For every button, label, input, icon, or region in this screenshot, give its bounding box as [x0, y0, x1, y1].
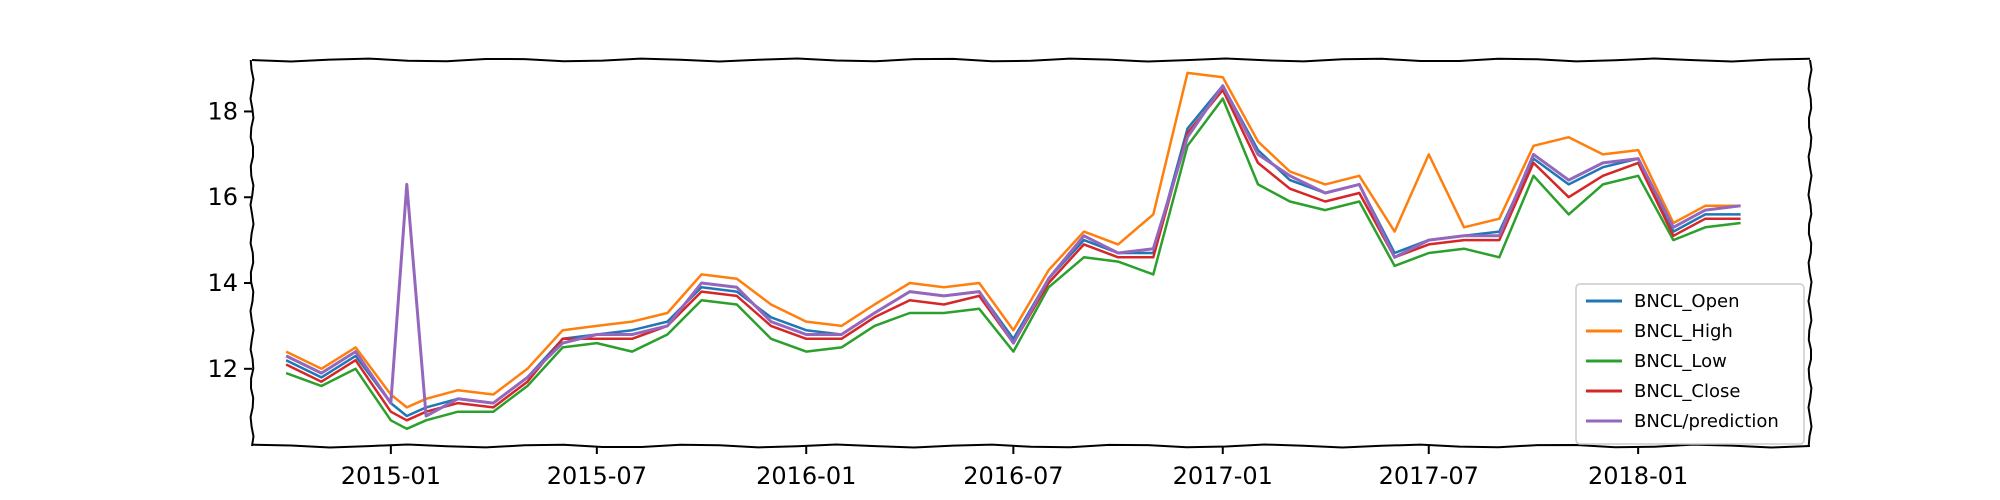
plot-frame [249, 57, 1813, 449]
y-tick-label: 18 [207, 97, 238, 125]
x-tick-label: 2015-01 [341, 462, 441, 490]
x-axis: 2015-01 2015-07 2016-01 2016-07 2017-01 2017-… [341, 446, 1688, 490]
legend-label-bncl-prediction: BNCL/prediction [1634, 411, 1779, 432]
series-line-bncl-open [285, 84, 1741, 418]
x-tick-label: 2017-07 [1379, 462, 1479, 490]
x-tick-label: 2016-07 [963, 462, 1063, 490]
y-tick-label: 14 [207, 269, 238, 297]
series-line-bncl-close [285, 88, 1741, 422]
y-tick-label: 12 [207, 355, 238, 383]
legend-label-bncl-low: BNCL_Low [1634, 351, 1727, 372]
legend-box [1575, 283, 1805, 445]
y-tick-label: 16 [207, 183, 238, 211]
x-tick-label: 2017-01 [1173, 462, 1273, 490]
legend-label-bncl-open: BNCL_Open [1634, 291, 1740, 312]
series-line-bncl-high [285, 71, 1741, 409]
legend: BNCL_Open BNCL_High BNCL_Low BNCL_Close BNCL… [1575, 283, 1805, 445]
series-line-bncl-prediction [285, 84, 1741, 418]
x-tick-label: 2018-01 [1588, 462, 1688, 490]
legend-label-bncl-high: BNCL_High [1634, 321, 1733, 342]
series-layer [285, 71, 1741, 431]
series-line-bncl-low [285, 97, 1741, 431]
legend-label-bncl-close: BNCL_Close [1634, 381, 1740, 402]
y-axis: 12 14 16 18 [207, 97, 252, 383]
x-tick-label: 2016-01 [756, 462, 856, 490]
x-tick-label: 2015-07 [547, 462, 647, 490]
